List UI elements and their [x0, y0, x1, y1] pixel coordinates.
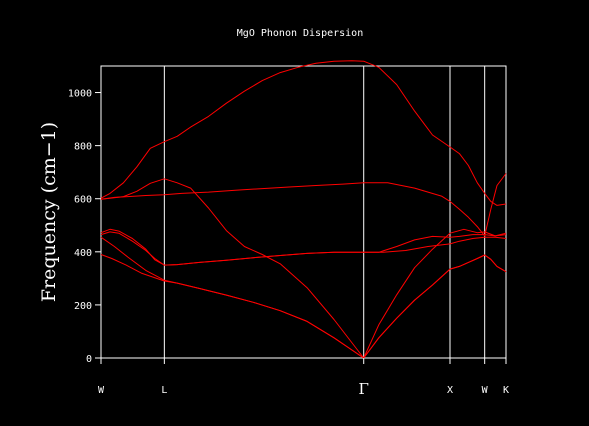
kpoint-label: Γ — [359, 380, 369, 398]
phonon-band-4 — [100, 228, 507, 266]
y-tick-label: 600 — [74, 195, 92, 206]
kpoint-label: K — [503, 385, 509, 396]
y-tick-label: 0 — [86, 354, 92, 365]
phonon-band-5 — [100, 178, 507, 359]
kpoint-label: L — [161, 385, 167, 396]
kpoint-label: W — [98, 385, 105, 396]
kpoint-label: W — [482, 385, 489, 396]
y-tick-label: 400 — [74, 248, 92, 259]
phonon-band-6 — [100, 60, 507, 206]
y-axis-label: Frequency (cm−1) — [38, 122, 60, 302]
y-tick-label: 800 — [74, 142, 92, 153]
kpoint-label: X — [447, 385, 453, 396]
y-tick-label: 1000 — [68, 89, 92, 100]
y-tick-label: 200 — [74, 301, 92, 312]
chart-title: MgO Phonon Dispersion — [237, 28, 363, 39]
phonon-band-7 — [100, 173, 507, 237]
